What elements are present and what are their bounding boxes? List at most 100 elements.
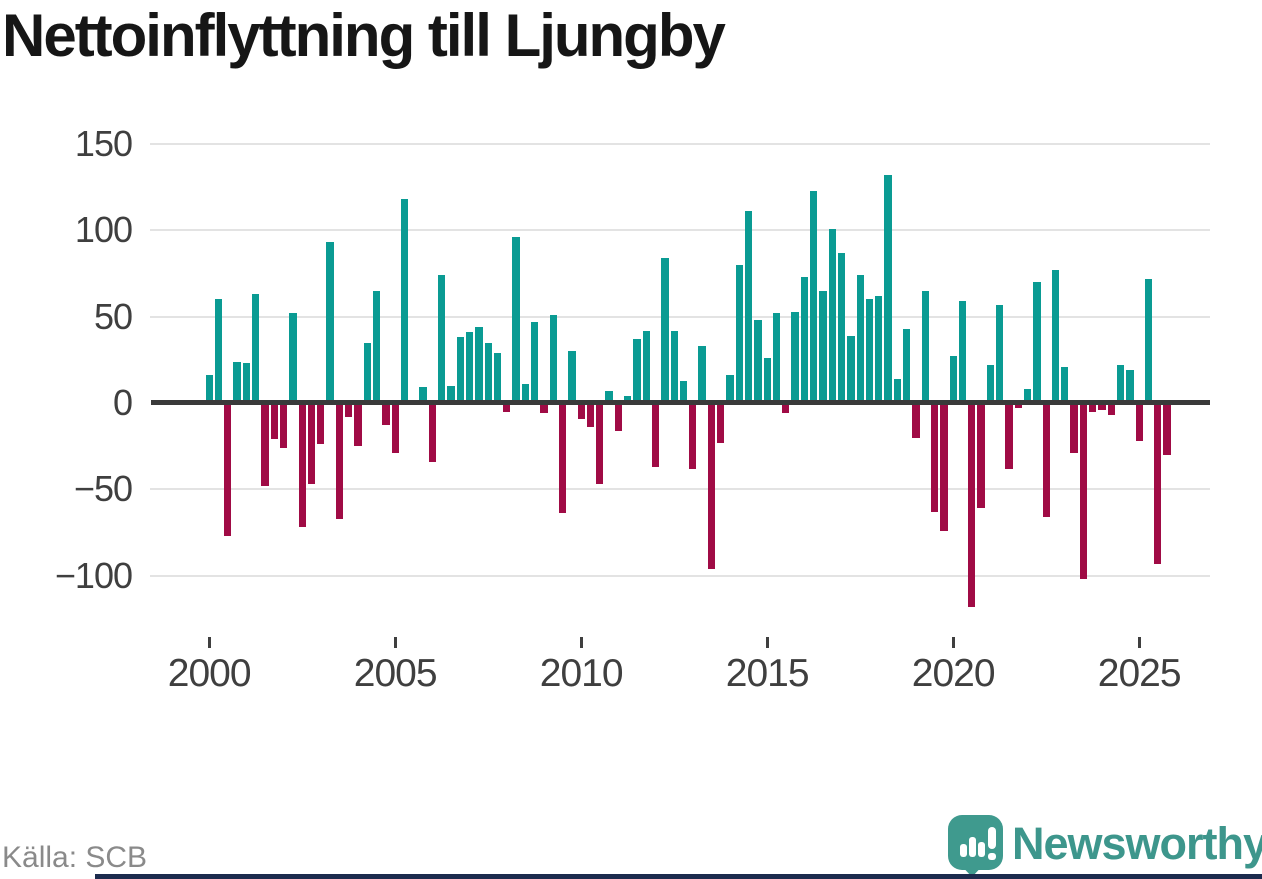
y-tick-label: −100 xyxy=(54,554,133,596)
x-tick-mark xyxy=(393,637,397,648)
bar-negative xyxy=(317,403,325,445)
bar-positive xyxy=(1033,282,1041,403)
bar-positive xyxy=(1023,389,1032,403)
bar-negative xyxy=(279,403,288,448)
bar-positive xyxy=(568,351,576,403)
x-tick-mark xyxy=(579,637,583,648)
bar-positive xyxy=(847,335,855,403)
bar-negative xyxy=(586,403,595,428)
footer-accent-bar xyxy=(95,874,1262,879)
gridline xyxy=(150,229,1210,232)
bar-negative xyxy=(717,403,725,443)
y-tick-label: −50 xyxy=(73,468,133,510)
bar-positive xyxy=(875,295,883,403)
newsworthy-brand-link[interactable]: Newsworthy xyxy=(946,813,1262,877)
bar-positive xyxy=(1051,270,1060,403)
bar-positive xyxy=(512,237,520,403)
bar-negative xyxy=(707,403,716,569)
bar-positive xyxy=(484,342,492,403)
bar-positive xyxy=(791,311,799,403)
x-tick-label: 2005 xyxy=(353,652,438,695)
bar-negative xyxy=(335,403,344,519)
x-tick-mark xyxy=(207,637,211,648)
logo-chart-bar-icon xyxy=(969,837,976,857)
bar-positive xyxy=(1116,365,1125,403)
x-tick-mark xyxy=(951,637,955,648)
bar-positive xyxy=(372,290,381,403)
brand-name: Newsworthy xyxy=(1012,818,1262,869)
bar-positive xyxy=(475,327,483,403)
bar-negative xyxy=(270,403,278,440)
bar-positive xyxy=(447,385,455,403)
bar-positive xyxy=(419,387,427,403)
bar-negative xyxy=(307,403,316,485)
bar-positive xyxy=(326,242,334,403)
y-tick-label: 0 xyxy=(112,382,133,423)
bar-negative xyxy=(1070,403,1078,454)
bar-negative xyxy=(577,403,585,419)
gridline xyxy=(150,143,1210,146)
x-tick-label: 2015 xyxy=(725,652,810,695)
bar-positive xyxy=(810,190,818,403)
bar-negative xyxy=(651,403,660,467)
bar-negative xyxy=(977,403,985,509)
bar-negative xyxy=(345,403,353,417)
bar-positive xyxy=(856,275,864,403)
bar-negative xyxy=(940,403,948,531)
bar-positive xyxy=(1144,278,1153,403)
bar-negative xyxy=(1005,403,1013,469)
logo-chart-bar-icon xyxy=(960,844,967,857)
bar-positive xyxy=(754,320,762,403)
x-tick-label: 2020 xyxy=(911,652,996,695)
gridline xyxy=(150,574,1210,577)
x-tick-label: 2025 xyxy=(1097,652,1182,695)
bar-positive xyxy=(521,384,530,403)
bar-positive xyxy=(642,330,650,403)
bar-positive xyxy=(735,264,743,403)
bar-positive xyxy=(763,358,771,403)
bar-negative xyxy=(558,403,567,514)
bar-positive xyxy=(698,346,706,403)
bar-positive xyxy=(996,304,1004,403)
bar-negative xyxy=(1079,403,1088,580)
x-tick-mark xyxy=(765,637,769,648)
bar-positive xyxy=(958,301,967,403)
bar-positive xyxy=(252,294,260,403)
bar-negative xyxy=(968,403,976,607)
bar-positive xyxy=(233,361,241,403)
bar-negative xyxy=(391,403,399,454)
chart-title: Nettoinflyttning till Ljungby xyxy=(2,2,726,69)
bar-negative xyxy=(428,403,437,462)
bar-positive xyxy=(744,211,753,403)
bar-negative xyxy=(782,403,790,414)
logo-chart-bar-icon xyxy=(978,842,985,857)
bar-negative xyxy=(1014,403,1022,409)
bar-positive xyxy=(772,313,781,403)
x-tick-label: 2000 xyxy=(167,652,252,695)
x-tick-mark xyxy=(1137,637,1141,648)
gridline xyxy=(150,488,1210,491)
bar-negative xyxy=(614,403,623,431)
bar-positive xyxy=(921,290,929,403)
bar-negative xyxy=(689,403,697,469)
y-tick-label: 50 xyxy=(93,295,133,337)
bar-positive xyxy=(679,380,688,403)
bar-positive xyxy=(661,258,669,403)
bar-negative xyxy=(382,403,390,426)
newsworthy-logo-icon xyxy=(948,815,1003,870)
bar-positive xyxy=(1126,370,1134,403)
bar-positive xyxy=(363,342,371,403)
bar-positive xyxy=(726,375,734,403)
bar-negative xyxy=(354,403,362,447)
bar-positive xyxy=(1061,366,1069,403)
bar-positive xyxy=(549,314,557,403)
bar-negative xyxy=(1163,403,1171,455)
bar-positive xyxy=(865,299,874,403)
y-tick-label: 100 xyxy=(74,209,133,251)
bar-positive xyxy=(670,330,678,403)
bar-negative xyxy=(1135,403,1143,441)
bar-negative xyxy=(261,403,269,486)
bar-positive xyxy=(949,356,957,403)
bar-positive xyxy=(837,252,846,403)
bar-positive xyxy=(819,290,827,403)
